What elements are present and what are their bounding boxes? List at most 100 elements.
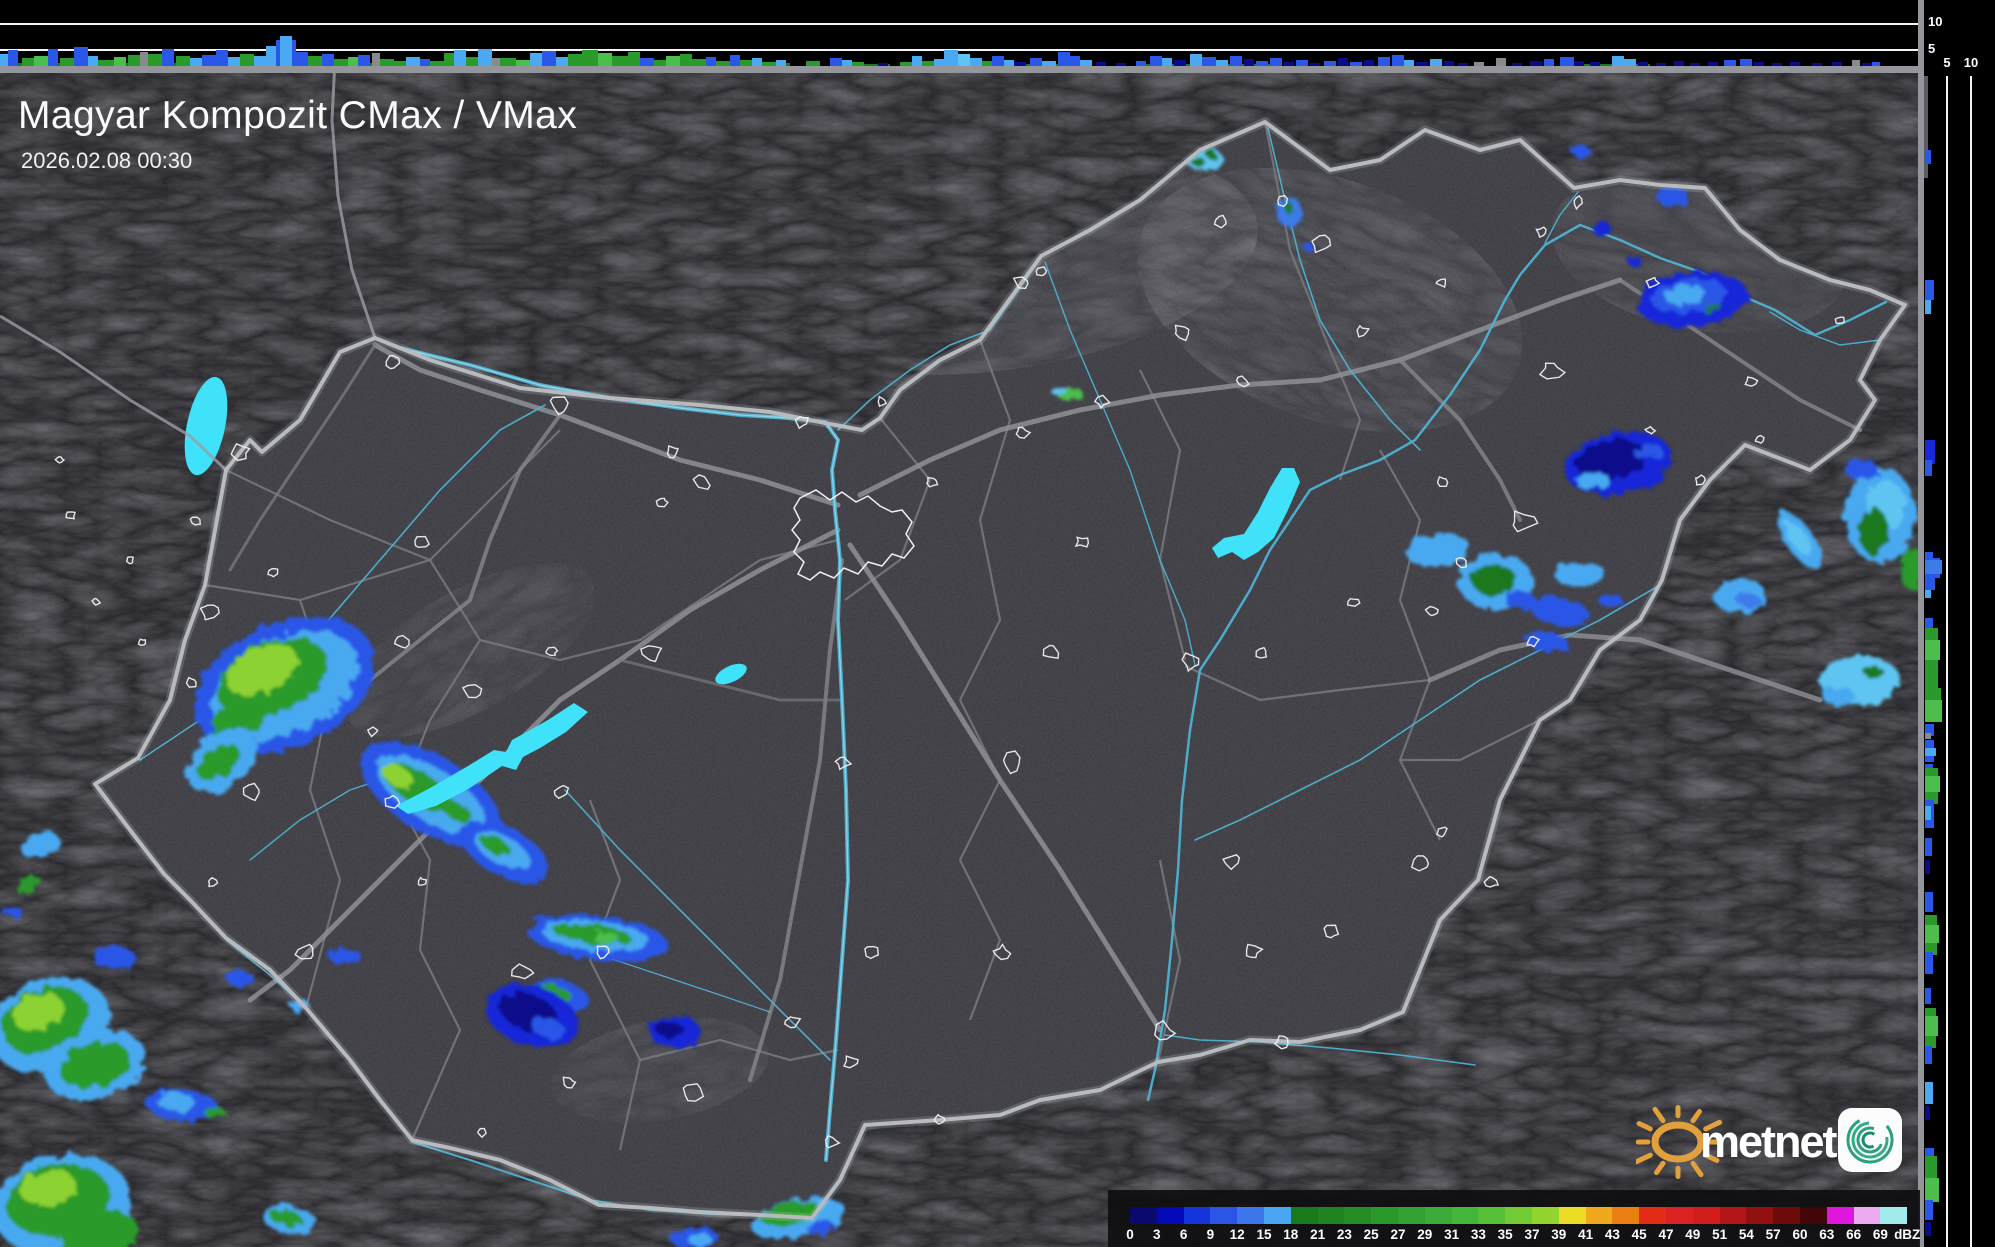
city-outline (1435, 826, 1448, 838)
top-profile-echo-block (1656, 63, 1666, 66)
road (1427, 632, 1823, 703)
top-profile-echo-block (34, 56, 48, 66)
top-profile-echo-block (530, 53, 542, 66)
top-profile-echo-block (1638, 62, 1648, 66)
radar-echo (1191, 157, 1205, 167)
radar-echo (656, 1022, 684, 1038)
top-profile-echo-block (582, 50, 598, 66)
top-profile-echo-block (254, 56, 266, 66)
city-outline (242, 782, 260, 802)
city-outline (1042, 644, 1060, 660)
axis-tick-label: 10 (1963, 55, 1979, 70)
dbz-tick-label: 51 (1712, 1227, 1728, 1242)
top-profile-echo-block (992, 56, 1004, 66)
city-outline (682, 1083, 705, 1102)
radar-echo (530, 1016, 566, 1040)
city-outline (692, 474, 711, 491)
county-border (1139, 369, 1187, 661)
top-profile-echo-block (1544, 59, 1554, 66)
lake (715, 663, 747, 685)
dbz-tick-label: 27 (1390, 1227, 1406, 1242)
right-panel-gridline-10 (1970, 76, 1972, 1247)
top-profile-echo-block (1080, 60, 1092, 66)
radar-echo (1530, 597, 1590, 627)
city-outline (1277, 194, 1288, 208)
top-profile-echo-block (478, 49, 492, 66)
county-border (639, 1038, 839, 1062)
top-profile-echo-block (706, 57, 716, 66)
city-outline (1273, 1035, 1289, 1050)
city-outline (666, 445, 679, 459)
metnet-logo: metnet (1633, 1100, 1928, 1190)
radar-echo (197, 743, 239, 781)
dbz-color-segment (1210, 1207, 1238, 1224)
city-outline (549, 396, 569, 416)
city-outline (125, 556, 135, 565)
county-border (588, 799, 642, 1151)
top-profile-echo-block (88, 56, 98, 66)
dbz-color-segment (1665, 1207, 1693, 1224)
road (847, 542, 1163, 1033)
top-profile-echo-block (1458, 63, 1468, 66)
top-profile-echo-block (1560, 57, 1574, 66)
top-profile-echo-block (1190, 54, 1202, 66)
top-profile-echo-block (1096, 62, 1106, 66)
dbz-color-segment (1290, 1207, 1318, 1224)
top-profile-echo-block (266, 46, 276, 66)
city-outline (1311, 234, 1332, 254)
city-outline (65, 511, 76, 520)
dbz-unit-label: dBZ (1894, 1227, 1921, 1242)
top-profile-echo-block (114, 57, 126, 66)
dbz-tick-label: 3 (1153, 1227, 1161, 1242)
radar-echo (1554, 562, 1606, 586)
right-profile-echo-block (1925, 838, 1932, 856)
dbz-color-segment (1130, 1207, 1157, 1224)
right-profile-echo-block (1925, 925, 1939, 943)
radar-echo (592, 931, 620, 945)
top-profile-echo-block (308, 56, 322, 66)
top-profile-echo-block (60, 58, 76, 66)
top-profile-echo-block (1030, 58, 1042, 66)
top-profile-echo-block (8, 50, 18, 66)
top-profile-echo-block (466, 57, 478, 66)
dbz-tick-label: 63 (1819, 1227, 1835, 1242)
radar-echo (1784, 520, 1812, 556)
city-outline-budapest (791, 489, 915, 581)
radar-echo (1206, 151, 1218, 159)
map-layers (0, 72, 1918, 1247)
city-outline (1538, 362, 1567, 380)
city-outline (655, 497, 669, 508)
radar-echo (12, 992, 64, 1032)
city-outline (1645, 276, 1661, 289)
right-profile-echo-block (1925, 1178, 1939, 1202)
top-profile-echo-block (900, 62, 912, 66)
top-profile-echo-block (716, 61, 730, 66)
top-profile-echo-block (128, 55, 142, 66)
top-profile-echo-block (1256, 61, 1268, 66)
city-outline (783, 1016, 802, 1029)
city-outline (1455, 557, 1468, 569)
top-profile-echo-block (1790, 62, 1800, 66)
right-profile-echo-block (1925, 860, 1930, 874)
lake (184, 376, 228, 476)
radar-echo (1576, 439, 1648, 481)
timestamp: 2026.02.08 00:30 (21, 148, 193, 173)
top-profile-echo-block (556, 57, 568, 66)
top-profile-echo-block (1724, 60, 1736, 66)
city-outline (640, 645, 663, 663)
top-profile-echo-block (1444, 61, 1454, 66)
dbz-tick-label: 12 (1229, 1227, 1245, 1242)
radar-echo (270, 1209, 302, 1227)
city-outline (393, 634, 410, 649)
city-outline (385, 354, 401, 370)
right-profile-echo-block (1925, 618, 1933, 628)
city-outline (199, 604, 220, 621)
dbz-color-segment (1478, 1207, 1506, 1224)
top-profile-echo-block (334, 59, 348, 66)
top-panel-gridline-5km (0, 49, 1918, 51)
radar-echo (1526, 631, 1570, 653)
top-profile-echo-block (372, 53, 380, 66)
city-outline (417, 876, 427, 887)
